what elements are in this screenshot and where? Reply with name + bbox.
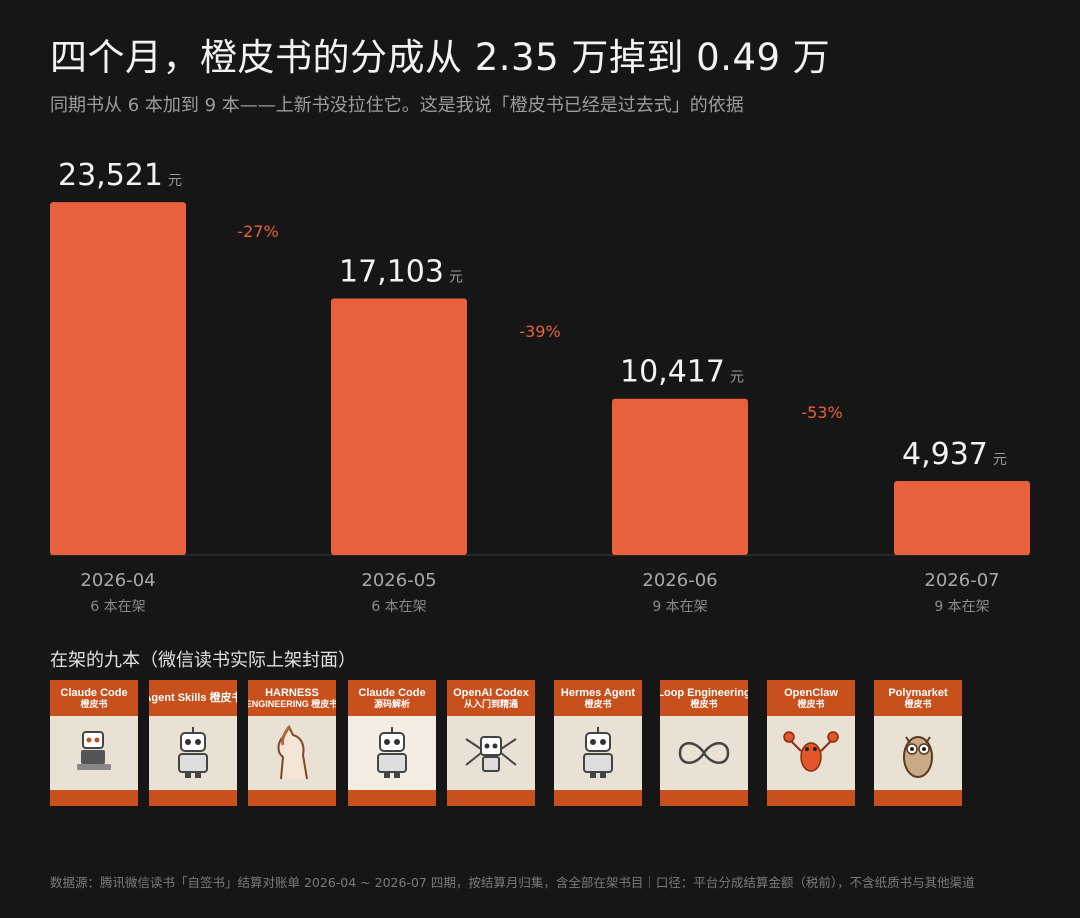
book-title: Loop Engineering: [660, 686, 748, 699]
book-subtitle: 橙皮书: [80, 698, 108, 709]
book-cover-footer: [660, 790, 748, 806]
category-sublabel: 9 本在架: [934, 599, 989, 615]
category-sublabel: 6 本在架: [90, 599, 145, 615]
book-cover-title: OpenAI Codex 从入门到精通: [447, 680, 535, 716]
lobster-icon: [767, 716, 855, 790]
value-label: 17,103 元: [339, 254, 463, 289]
robot-icon: [149, 716, 237, 790]
book-cover: OpenClaw 橙皮书: [767, 680, 855, 806]
category-sublabel: 9 本在架: [652, 599, 707, 615]
category-label: 2026-05: [361, 570, 436, 591]
category-label: 2026-04: [80, 570, 155, 591]
book-cover: Claude Code 源码解析: [348, 680, 436, 806]
book-cover-title: Claude Code 橙皮书: [50, 680, 138, 716]
book-subtitle: 橙皮书: [690, 698, 718, 709]
book-covers-row: Claude Code橙皮书Agent Skills 橙皮书HARNESSENG…: [50, 680, 1050, 808]
book-cover-title: Loop Engineering 橙皮书: [660, 680, 748, 716]
book-cover-footer: [874, 790, 962, 806]
book-cover: Loop Engineering 橙皮书: [660, 680, 748, 806]
robot-icon: [348, 716, 436, 790]
category-label: 2026-06: [642, 570, 717, 591]
robot-arms-icon: [447, 716, 535, 790]
book-subtitle: 源码解析: [373, 698, 410, 709]
data-source-note: 数据源：腾讯微信读书「自签书」结算对账单 2026-04 ~ 2026-07 四…: [50, 875, 975, 890]
book-cover-title: Claude Code 源码解析: [348, 680, 436, 716]
robot-icon: [554, 716, 642, 790]
book-subtitle: 橙皮书: [797, 698, 825, 709]
covers-section-title: 在架的九本（微信读书实际上架封面）: [50, 650, 356, 671]
bar-2026-04: [50, 202, 186, 555]
bar-2026-06: [612, 398, 748, 555]
book-cover: Claude Code 橙皮书: [50, 680, 138, 806]
revenue-bar-chart: 23,521 元 2026-04 6 本在架 17,103 元 2026-05 6 本在架 10…: [50, 158, 1030, 615]
page-subtitle: 同期书从 6 本加到 9 本——上新书没拉住它。这是我说「橙皮书已经是过去式」的…: [50, 95, 744, 116]
book-cover-title: Hermes Agent 橙皮书: [554, 680, 642, 716]
change-label: -53%: [801, 403, 842, 422]
book-title: Agent Skills 橙皮书: [149, 692, 237, 704]
value-label: 4,937 元: [902, 437, 1007, 472]
book-cover: HARNESS ENGINEERING 橙皮书: [248, 680, 336, 806]
book-cover-footer: [447, 790, 535, 806]
value-label: 23,521 元: [58, 158, 182, 193]
book-subtitle: 橙皮书: [904, 698, 932, 709]
book-cover: Hermes Agent 橙皮书: [554, 680, 642, 806]
book-subtitle: ENGINEERING 橙皮书: [248, 698, 336, 709]
book-cover-footer: [348, 790, 436, 806]
book-title: HARNESS: [265, 686, 319, 699]
category-label: 2026-07: [924, 570, 999, 591]
category-sublabel: 6 本在架: [371, 599, 426, 615]
book-title: Hermes Agent: [560, 686, 636, 699]
book-cover-title: Polymarket 橙皮书: [874, 680, 962, 716]
infinity-loop-icon: [660, 716, 748, 790]
robot-laptop-icon: [50, 716, 138, 790]
book-subtitle: 橙皮书: [584, 698, 612, 709]
book-subtitle: 从入门到精通: [463, 698, 518, 709]
page-title: 四个月，橙皮书的分成从 2.35 万掉到 0.49 万: [50, 36, 831, 79]
book-cover-footer: [767, 790, 855, 806]
book-cover-title: Agent Skills 橙皮书: [149, 680, 237, 716]
horse-icon: [248, 716, 336, 790]
bar-2026-05: [331, 298, 467, 555]
value-label: 10,417 元: [620, 355, 744, 390]
book-cover-footer: [248, 790, 336, 806]
book-cover: OpenAI Codex 从入门到精通: [447, 680, 535, 806]
book-cover-title: OpenClaw 橙皮书: [767, 680, 855, 716]
book-cover-footer: [149, 790, 237, 806]
book-title: Claude Code: [60, 686, 128, 699]
change-label: -39%: [519, 322, 560, 341]
change-label: -27%: [237, 222, 278, 241]
bar-2026-07: [894, 480, 1030, 555]
book-title: Polymarket: [888, 686, 948, 699]
book-title: OpenClaw: [784, 686, 838, 699]
book-title: OpenAI Codex: [453, 686, 529, 699]
book-cover-footer: [50, 790, 138, 806]
book-cover: Polymarket 橙皮书: [874, 680, 962, 806]
owl-icon: [874, 716, 962, 790]
book-cover: Agent Skills 橙皮书: [149, 680, 237, 806]
book-title: Claude Code: [358, 686, 426, 699]
book-cover-footer: [554, 790, 642, 806]
book-cover-title: HARNESS ENGINEERING 橙皮书: [248, 680, 336, 716]
